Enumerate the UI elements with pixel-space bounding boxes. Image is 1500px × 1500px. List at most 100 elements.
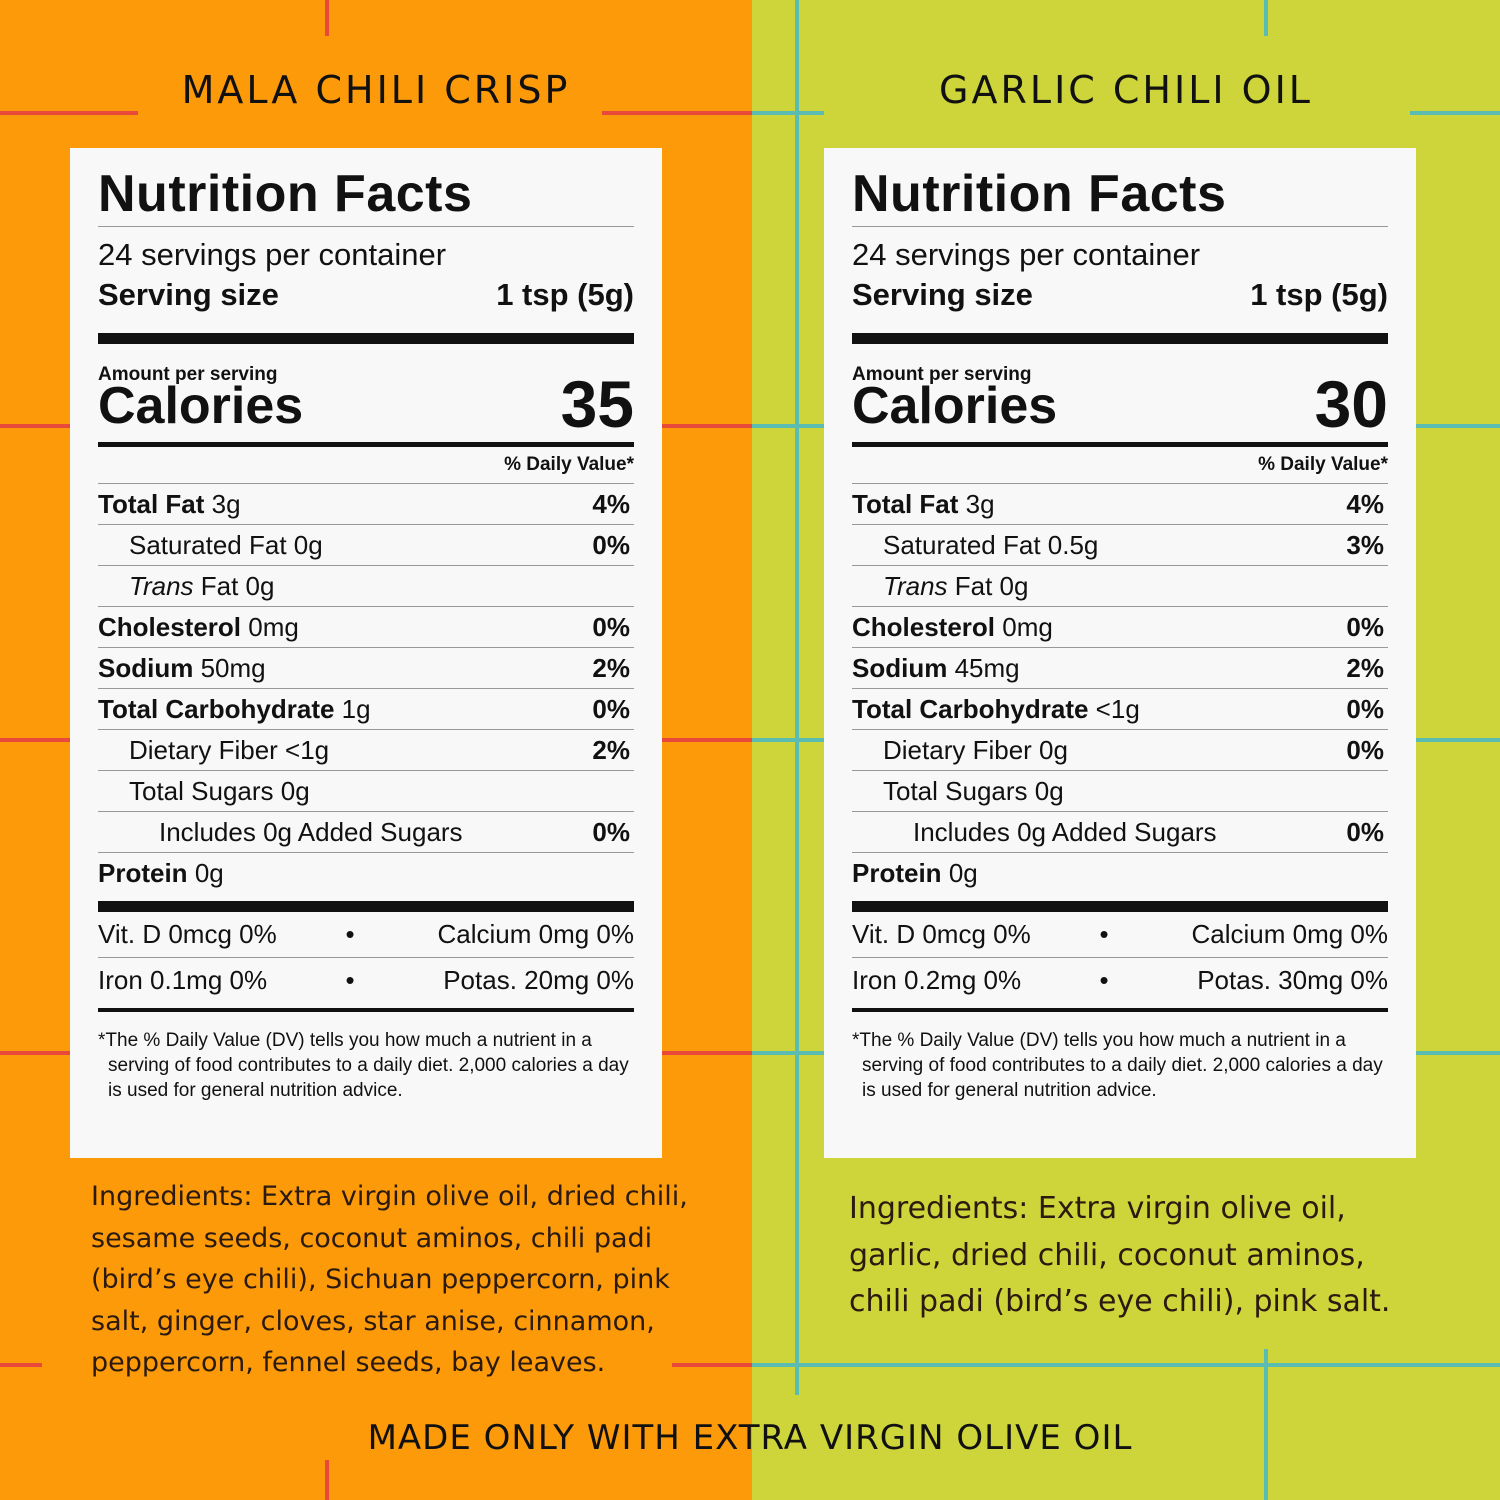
- nutrient-name: Saturated Fat 0g: [129, 529, 323, 560]
- calories-label: Calories: [852, 377, 1058, 435]
- divider-medium: [852, 442, 1388, 447]
- vitamin-d: Vit. D 0mcg 0%: [98, 919, 277, 949]
- nutrition-facts-heading: Nutrition Facts: [98, 164, 634, 227]
- vitamin-row: Iron 0.1mg 0% • Potas. 20mg 0%: [98, 958, 634, 1003]
- grid-line: [662, 1051, 752, 1055]
- nutrient-name: Dietary Fiber 0g: [883, 734, 1068, 765]
- nutrient-row-sodium: Sodium 45mg 2%: [852, 648, 1388, 689]
- nutrient-name: Dietary Fiber <1g: [129, 734, 330, 765]
- nutrient-row-total-fat: Total Fat 3g 4%: [98, 484, 634, 525]
- vitamin-d: Vit. D 0mcg 0%: [852, 919, 1031, 949]
- nutrient-name: Total Fat: [98, 488, 205, 519]
- nutrient-row-dietary-fiber: Dietary Fiber 0g 0%: [852, 730, 1388, 771]
- amount-per-serving: Amount per serving: [98, 364, 278, 385]
- potassium: Potas. 30mg 0%: [1197, 965, 1388, 995]
- nutrition-facts-heading: Nutrition Facts: [852, 164, 1388, 227]
- ingredients-mala: Ingredients: Extra virgin olive oil, dri…: [91, 1181, 688, 1378]
- daily-value-footnote: *The % Daily Value (DV) tells you how mu…: [852, 1030, 1383, 1101]
- nutrient-amount: 45mg: [954, 652, 1020, 683]
- nutrient-name: Total Sugars 0g: [883, 775, 1064, 806]
- daily-value-header: % Daily Value*: [852, 447, 1388, 484]
- divider-thin: [98, 957, 634, 958]
- grid-line: [1416, 738, 1500, 742]
- nutrient-row-total-sugars: Total Sugars 0g: [852, 771, 1388, 812]
- grid-line: [752, 111, 824, 115]
- divider-thin: [852, 957, 1388, 958]
- nutrient-name: Sodium: [852, 652, 948, 683]
- nutrient-name: Protein: [852, 857, 942, 888]
- nutrient-name: Protein: [98, 857, 188, 888]
- nutrient-row-total-fat: Total Fat 3g 4%: [852, 484, 1388, 525]
- nutrient-row-total-carbohydrate: Total Carbohydrate <1g 0%: [852, 689, 1388, 730]
- nutrient-row-saturated-fat: Saturated Fat 0g 0%: [98, 525, 634, 566]
- nutrient-name: Total Carbohydrate: [852, 693, 1089, 724]
- calories-value: 30: [1314, 367, 1388, 441]
- nutrient-percent: 0%: [1346, 693, 1384, 724]
- grid-line: [602, 111, 752, 115]
- serving-size-value: 1 tsp (5g): [496, 277, 634, 312]
- nutrient-percent: 0%: [592, 816, 630, 847]
- nutrient-percent: 4%: [592, 488, 630, 519]
- vitamin-row: Iron 0.2mg 0% • Potas. 30mg 0%: [852, 958, 1388, 1003]
- nutrient-percent: 2%: [592, 734, 630, 765]
- nutrient-row-protein: Protein 0g: [98, 853, 634, 893]
- nutrient-percent: 4%: [1346, 488, 1384, 519]
- calories-row: Calories 35: [98, 371, 634, 437]
- nutrient-amount: 0mg: [248, 611, 299, 642]
- serving-size-value: 1 tsp (5g): [1250, 277, 1388, 312]
- vitamin-row: Vit. D 0mcg 0% • Calcium 0mg 0%: [98, 912, 634, 957]
- nutrient-name: Total Carbohydrate: [98, 693, 335, 724]
- grid-line: [325, 1460, 329, 1500]
- product-title-mala: MALA CHILI CRISP: [181, 68, 571, 112]
- nutrient-amount: 0g: [194, 857, 224, 888]
- nutrient-name-italic: Trans: [129, 570, 194, 601]
- serving-size-label: Serving size: [852, 277, 1033, 312]
- amount-per-serving: Amount per serving: [852, 364, 1032, 385]
- grid-line: [0, 738, 70, 742]
- nutrient-row-cholesterol: Cholesterol 0mg 0%: [98, 607, 634, 648]
- divider-thick: [852, 901, 1388, 912]
- nutrient-row-total-carbohydrate: Total Carbohydrate 1g 0%: [98, 689, 634, 730]
- grid-line: [752, 1363, 1500, 1367]
- nutrient-amount: 0mg: [1002, 611, 1053, 642]
- nutrient-percent: 0%: [592, 611, 630, 642]
- nutrient-row-saturated-fat: Saturated Fat 0.5g 3%: [852, 525, 1388, 566]
- nutrient-name: Cholesterol: [98, 611, 242, 642]
- nutrient-name: Total Sugars 0g: [129, 775, 310, 806]
- nutrient-amount: 3g: [965, 488, 995, 519]
- iron: Iron 0.1mg 0%: [98, 965, 268, 995]
- product-title-garlic: GARLIC CHILI OIL: [939, 68, 1313, 112]
- divider-thick: [852, 333, 1388, 344]
- nutrient-name: Includes 0g Added Sugars: [913, 816, 1217, 847]
- nutrient-row-added-sugars: Includes 0g Added Sugars 0%: [852, 812, 1388, 853]
- grid-line: [0, 111, 138, 115]
- nutrient-name: Sodium: [98, 652, 194, 683]
- nutrient-row-sodium: Sodium 50mg 2%: [98, 648, 634, 689]
- nutrition-facts-panel-garlic: Nutrition Facts 24 servings per containe…: [824, 148, 1416, 1158]
- divider-medium: [98, 442, 634, 447]
- daily-value-header: % Daily Value*: [98, 447, 634, 484]
- daily-value-footnote: *The % Daily Value (DV) tells you how mu…: [98, 1030, 629, 1101]
- nutrient-amount: 0g: [948, 857, 978, 888]
- calories-row: Calories 30: [852, 371, 1388, 437]
- divider-thick: [98, 901, 634, 912]
- nutrient-row-protein: Protein 0g: [852, 853, 1388, 893]
- grid-line: [752, 424, 824, 428]
- divider-medium: [852, 1008, 1388, 1012]
- nutrient-percent: 0%: [1346, 611, 1384, 642]
- nutrient-row-cholesterol: Cholesterol 0mg 0%: [852, 607, 1388, 648]
- calories-value: 35: [560, 367, 634, 441]
- grid-line: [752, 738, 824, 742]
- grid-line: [1410, 111, 1500, 115]
- serving-size-label: Serving size: [98, 277, 279, 312]
- nutrient-name-italic: Trans: [883, 570, 948, 601]
- serving-size-row: Serving size 1 tsp (5g): [852, 275, 1388, 315]
- nutrient-name: Fat 0g: [954, 570, 1029, 601]
- nutrient-percent: 0%: [592, 693, 630, 724]
- calcium: Calcium 0mg 0%: [437, 919, 634, 949]
- nutrient-name: Includes 0g Added Sugars: [159, 816, 463, 847]
- iron: Iron 0.2mg 0%: [852, 965, 1022, 995]
- bullet-separator: •: [345, 919, 355, 949]
- nutrient-name: Fat 0g: [200, 570, 275, 601]
- nutrient-name: Total Fat: [852, 488, 959, 519]
